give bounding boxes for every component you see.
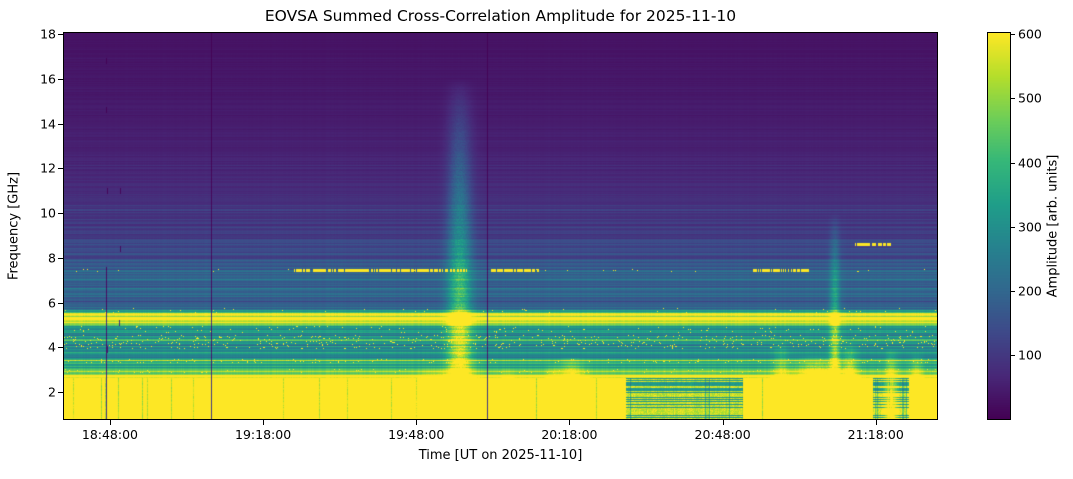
x-tick-mark <box>263 420 265 425</box>
y-tick-mark <box>58 347 63 349</box>
colorbar-tick-label: 200 <box>1018 283 1042 299</box>
y-tick-label: 16 <box>40 71 56 87</box>
colorbar-tick-mark <box>1011 34 1015 36</box>
colorbar-tick-mark <box>1011 98 1015 100</box>
colorbar-tick-mark <box>1011 290 1015 292</box>
y-tick-label: 14 <box>40 116 56 132</box>
y-tick-label: 4 <box>48 339 56 355</box>
colorbar-tick-label: 400 <box>1018 155 1042 171</box>
y-tick-mark <box>58 257 63 259</box>
x-tick-label: 19:48:00 <box>388 427 445 442</box>
y-tick-mark <box>58 302 63 304</box>
colorbar-tick-label: 500 <box>1018 90 1042 106</box>
y-tick-label: 2 <box>48 384 56 400</box>
y-tick-label: 8 <box>48 250 56 266</box>
x-tick-label: 18:48:00 <box>81 427 139 442</box>
spectrogram-heatmap <box>63 32 938 420</box>
colorbar-tick-label: 600 <box>1018 26 1042 42</box>
y-tick-mark <box>58 123 63 125</box>
y-tick-label: 10 <box>40 205 56 221</box>
colorbar-label: Amplitude [arb. units] <box>1045 154 1061 298</box>
y-tick-mark <box>58 168 63 170</box>
colorbar-tick-mark <box>1011 354 1015 356</box>
x-tick-mark <box>109 420 111 425</box>
y-tick-mark <box>58 213 63 215</box>
chart-title: EOVSA Summed Cross-Correlation Amplitude… <box>264 7 737 25</box>
x-tick-label: 19:18:00 <box>235 427 292 442</box>
x-tick-mark <box>569 420 571 425</box>
y-tick-mark <box>58 34 63 36</box>
x-tick-mark <box>416 420 418 425</box>
y-tick-label: 18 <box>40 26 56 42</box>
y-tick-label: 6 <box>48 295 56 311</box>
x-tick-label: 21:18:00 <box>847 427 904 442</box>
colorbar-tick-mark <box>1011 226 1015 228</box>
y-tick-mark <box>58 392 63 394</box>
x-tick-label: 20:18:00 <box>541 427 598 442</box>
x-tick-mark <box>722 420 724 425</box>
colorbar-tick-label: 300 <box>1018 219 1042 235</box>
x-tick-label: 20:48:00 <box>694 427 751 442</box>
colorbar-tick-label: 100 <box>1018 347 1042 363</box>
x-tick-mark <box>875 420 877 425</box>
y-tick-mark <box>58 78 63 80</box>
colorbar-gradient <box>987 32 1011 420</box>
colorbar-tick-mark <box>1011 162 1015 164</box>
y-tick-label: 12 <box>40 160 56 176</box>
x-axis-label: Time [UT on 2025-11-10] <box>418 448 583 463</box>
